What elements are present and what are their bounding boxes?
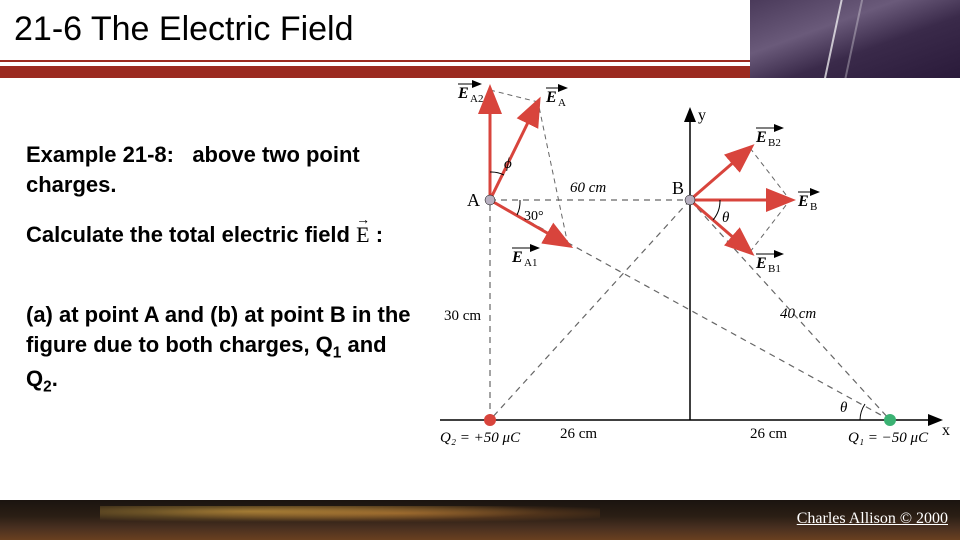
q-sub-2: 2: [43, 378, 52, 395]
charge-Q1-label: Q₁ = −50 μC: [848, 430, 929, 446]
svg-text:A2: A2: [470, 93, 483, 105]
angle-A-30-label: 30°: [524, 209, 544, 224]
svg-text:B: B: [810, 201, 817, 213]
dash-B-to-Q2: [490, 200, 690, 420]
point-B-marker: [685, 195, 695, 205]
svg-text:B2: B2: [768, 137, 781, 149]
svg-text:E: E: [457, 85, 469, 102]
svg-text:A: A: [558, 97, 566, 109]
svg-text:E: E: [755, 255, 767, 272]
label-EA: EA: [545, 88, 566, 109]
prompt-line: Calculate the total electric field →E :: [26, 220, 416, 250]
charge-Q1-marker: [884, 414, 896, 426]
attribution-text: Charles Allison © 2000: [797, 510, 948, 528]
angle-A-phi-label: ϕ: [504, 156, 512, 172]
slide-title: 21-6 The Electric Field: [14, 10, 354, 49]
dash-paraB-2: [750, 200, 790, 252]
dash-paraB-1: [750, 148, 790, 200]
vector-EB1: [690, 200, 750, 252]
x-axis-label: x: [942, 422, 950, 439]
footer-photo-bar: Charles Allison © 2000: [0, 500, 960, 540]
point-A-marker: [485, 195, 495, 205]
dist-26cm-left: 26 cm: [560, 426, 597, 442]
angle-arc-Q1-theta: [860, 404, 865, 420]
y-axis-label: y: [698, 107, 706, 124]
point-A-label: A: [467, 190, 480, 210]
dist-40cm: 40 cm: [780, 306, 816, 322]
dist-26cm-right: 26 cm: [750, 426, 787, 442]
label-EA2: EA2: [457, 84, 483, 105]
e-vector-symbol: →E: [356, 222, 369, 247]
prompt-text-2: :: [376, 222, 383, 247]
figure-electric-field-diagram: y x 30° ϕ θ θ A B Q₂ = +50 μC Q₁ = −50 μ…: [420, 80, 960, 480]
svg-text:E: E: [797, 193, 809, 210]
svg-text:B1: B1: [768, 263, 781, 275]
prompt-text-1: Calculate the total electric field: [26, 222, 350, 247]
charge-Q2-label: Q₂ = +50 μC: [440, 430, 521, 446]
charge-Q2-marker: [484, 414, 496, 426]
question-text-3: .: [52, 366, 58, 391]
svg-text:A1: A1: [524, 257, 537, 269]
title-underline: [0, 60, 750, 78]
angle-arc-B-theta: [713, 200, 720, 220]
vector-EB2: [690, 148, 750, 200]
corner-photo-lightning: [750, 0, 960, 78]
svg-text:E: E: [755, 129, 767, 146]
angle-arc-A-30: [517, 200, 520, 215]
dist-30cm: 30 cm: [444, 308, 481, 324]
question-body: (a) at point A and (b) at point B in the…: [26, 300, 416, 398]
angle-Q1-theta-label: θ: [840, 400, 848, 416]
dist-60cm: 60 cm: [570, 180, 606, 196]
angle-B-theta-label: θ: [722, 210, 730, 226]
label-EB: EB: [797, 192, 818, 213]
point-B-label: B: [672, 178, 684, 198]
label-EB1: EB1: [755, 254, 782, 275]
example-number: Example 21-8:: [26, 142, 174, 167]
svg-text:E: E: [511, 249, 523, 266]
vector-EA: [490, 102, 538, 200]
dash-paraA-1: [490, 90, 538, 102]
example-heading: Example 21-8: above two point charges.: [26, 140, 416, 199]
label-EA1: EA1: [511, 248, 538, 269]
label-EB2: EB2: [755, 128, 782, 149]
svg-text:E: E: [545, 89, 557, 106]
